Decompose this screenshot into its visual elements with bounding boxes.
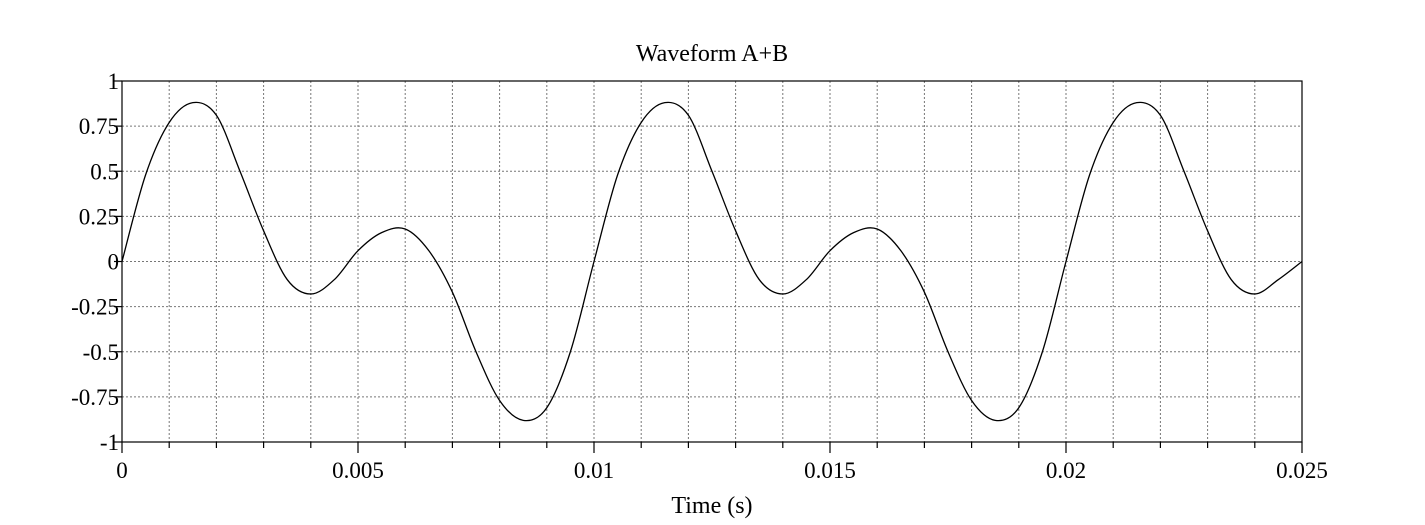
waveform-series-line — [121, 101, 1303, 422]
x-tick-label: 0.02 — [1046, 458, 1086, 483]
y-tick-label: -0.75 — [71, 385, 119, 410]
chart-title: Waveform A+B — [636, 41, 788, 67]
axes — [114, 80, 1303, 453]
y-tick-label: 0 — [108, 250, 120, 275]
y-tick-label: -1 — [100, 430, 119, 455]
y-tick-label: 0.75 — [79, 114, 119, 139]
grid — [122, 81, 1302, 442]
x-tick-label: 0 — [116, 458, 128, 483]
y-tick-label: -0.25 — [71, 295, 119, 320]
x-tick-label: 0.005 — [332, 458, 384, 483]
x-tick-label: 0.015 — [804, 458, 856, 483]
series-layer — [121, 101, 1303, 422]
y-tick-label: 0.5 — [90, 159, 119, 184]
x-axis-label: Time (s) — [671, 493, 752, 519]
x-tick-label: 0.025 — [1276, 458, 1328, 483]
y-tick-label: -0.5 — [83, 340, 119, 365]
x-tick-label: 0.01 — [574, 458, 614, 483]
y-tick-label: 0.25 — [79, 204, 119, 229]
y-tick-label: 1 — [108, 69, 120, 94]
tick-labels: 0 0.005 0.01 0.015 0.02 0.025 1 0.75 0.5 0.25 0 -0.… — [71, 69, 1328, 483]
